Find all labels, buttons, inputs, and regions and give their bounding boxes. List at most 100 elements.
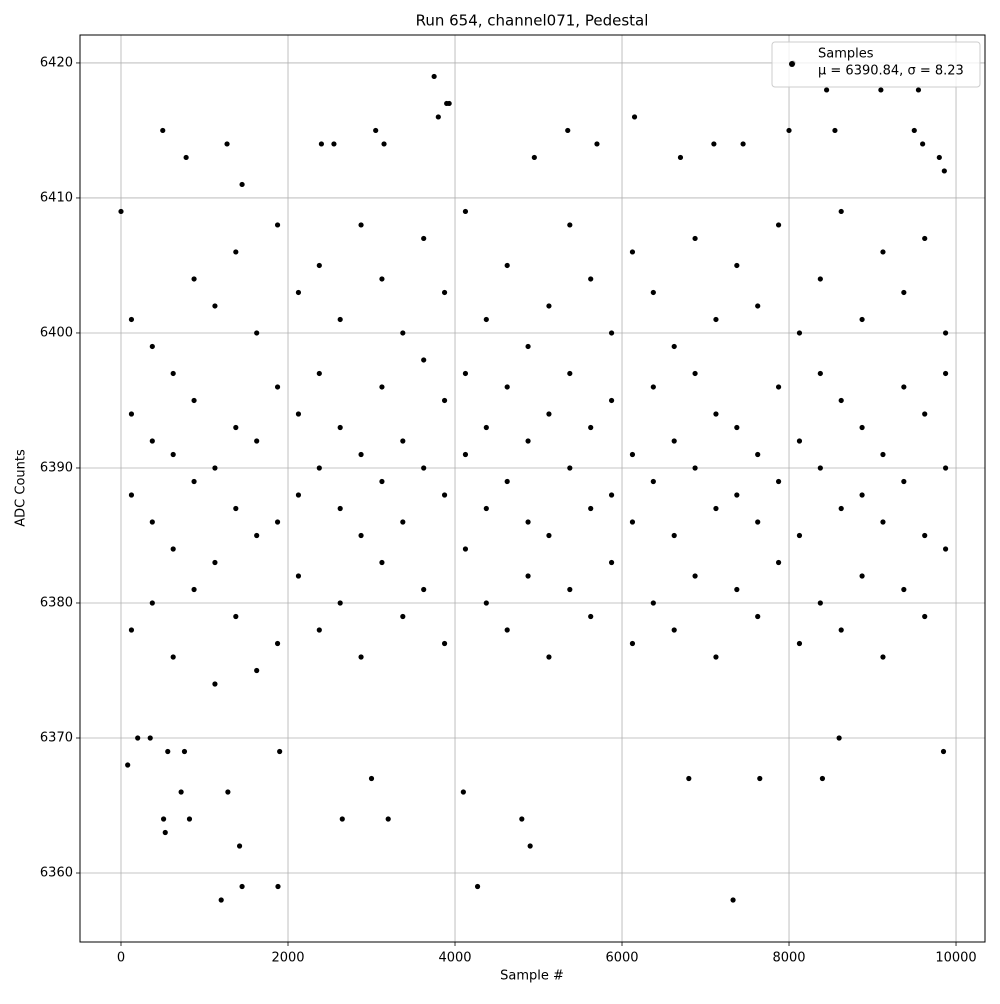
- point: [519, 816, 525, 822]
- point: [734, 424, 740, 431]
- point: [734, 262, 740, 269]
- point: [775, 384, 782, 390]
- point: [796, 438, 803, 444]
- point: [734, 492, 740, 498]
- y-tick-label: 6410: [40, 190, 73, 205]
- point: [183, 154, 189, 161]
- point: [915, 87, 922, 93]
- point: [901, 586, 907, 593]
- point: [358, 654, 364, 660]
- point: [446, 100, 452, 107]
- point: [400, 613, 406, 620]
- point: [191, 397, 197, 404]
- point: [755, 613, 761, 620]
- point: [274, 519, 281, 525]
- point: [629, 640, 636, 647]
- point: [692, 465, 698, 471]
- point: [859, 424, 865, 431]
- point: [859, 316, 865, 323]
- point: [838, 397, 844, 404]
- point: [692, 573, 698, 579]
- point: [671, 532, 677, 539]
- point: [692, 235, 698, 242]
- point: [836, 735, 842, 741]
- point: [337, 316, 343, 323]
- x-tick-label: 6000: [605, 951, 638, 966]
- point: [128, 316, 135, 323]
- point: [711, 141, 717, 147]
- point: [504, 384, 510, 390]
- point: [546, 303, 552, 309]
- point: [316, 262, 322, 269]
- y-tick-label: 6370: [40, 730, 73, 745]
- point: [125, 762, 131, 768]
- point: [186, 816, 193, 822]
- point: [295, 573, 302, 579]
- point: [421, 235, 427, 242]
- point: [901, 478, 907, 485]
- point: [385, 816, 391, 822]
- point: [755, 451, 761, 458]
- point: [316, 627, 322, 633]
- x-tick-label: 10000: [935, 951, 976, 966]
- y-tick-label: 6400: [40, 325, 73, 340]
- point: [358, 451, 364, 458]
- point: [775, 222, 782, 228]
- point: [629, 519, 636, 525]
- point: [373, 127, 379, 134]
- point: [504, 262, 510, 269]
- point: [588, 276, 594, 282]
- point: [421, 357, 427, 363]
- point: [149, 519, 155, 525]
- point: [692, 370, 698, 377]
- point: [462, 208, 469, 215]
- point: [462, 451, 469, 458]
- point: [233, 424, 239, 431]
- point: [859, 492, 865, 498]
- point: [400, 519, 406, 525]
- chart-title: Run 654, channel071, Pedestal: [416, 12, 649, 30]
- point: [337, 424, 343, 431]
- point: [713, 505, 719, 512]
- point: [730, 897, 736, 903]
- point: [588, 424, 594, 431]
- point: [936, 154, 942, 161]
- point: [734, 586, 740, 593]
- point: [567, 465, 573, 471]
- point: [942, 546, 949, 552]
- point: [379, 276, 385, 282]
- point: [671, 438, 677, 444]
- point: [212, 465, 218, 471]
- point: [650, 289, 656, 296]
- point: [525, 438, 531, 444]
- point: [128, 492, 135, 498]
- point: [218, 897, 224, 903]
- legend-label: Samples: [818, 47, 874, 62]
- point: [295, 411, 302, 417]
- point: [942, 370, 949, 377]
- point: [170, 654, 176, 660]
- point: [212, 559, 218, 566]
- point: [671, 343, 677, 350]
- point: [358, 532, 364, 539]
- point: [160, 127, 166, 134]
- point: [441, 397, 448, 404]
- point: [431, 73, 437, 80]
- point: [755, 519, 761, 525]
- point: [149, 600, 155, 606]
- point: [421, 586, 427, 593]
- plot-frame: [79, 34, 986, 943]
- point: [920, 141, 926, 147]
- point: [483, 316, 489, 323]
- point: [160, 816, 167, 822]
- point: [233, 505, 239, 512]
- point: [181, 748, 188, 755]
- point: [441, 640, 448, 647]
- point: [588, 505, 594, 512]
- point: [775, 478, 782, 485]
- point: [546, 411, 552, 417]
- point: [379, 384, 385, 390]
- point: [838, 505, 844, 512]
